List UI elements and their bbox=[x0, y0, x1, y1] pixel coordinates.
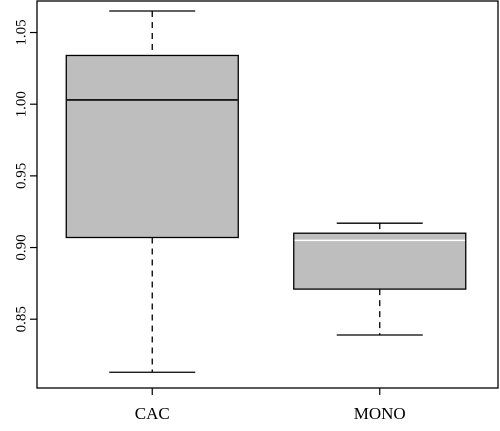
plot-frame bbox=[36, 0, 499, 389]
y-tick-label-0: 0.85 bbox=[13, 306, 29, 332]
boxes bbox=[65, 10, 467, 373]
box-cac bbox=[65, 54, 239, 239]
y-tick-label-1: 0.90 bbox=[13, 234, 29, 260]
box-mono bbox=[293, 232, 467, 290]
x-axis: CAC MONO bbox=[135, 388, 406, 423]
y-tick-label-2: 0.95 bbox=[13, 163, 29, 189]
x-tick-label-cac: CAC bbox=[135, 404, 170, 423]
y-tick-label-3: 1.00 bbox=[13, 91, 29, 117]
x-tick-label-mono: MONO bbox=[354, 404, 406, 423]
y-axis: 0.85 0.90 0.95 1.00 1.05 bbox=[13, 19, 37, 332]
y-tick-label-4: 1.05 bbox=[13, 19, 29, 45]
